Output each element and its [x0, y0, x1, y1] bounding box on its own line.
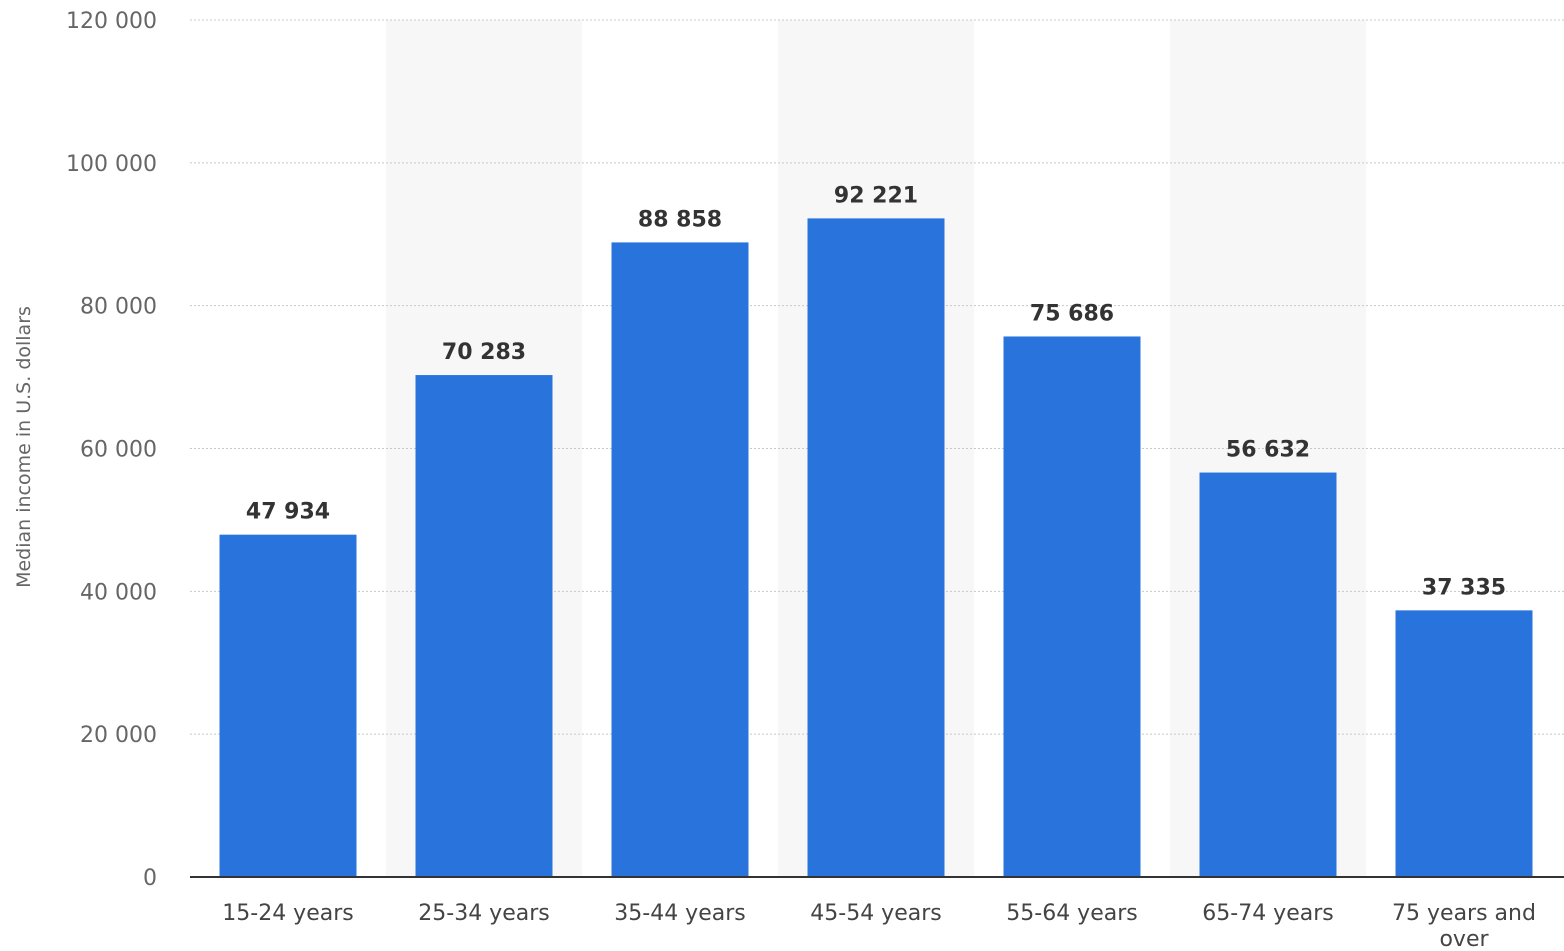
bar: [807, 218, 945, 877]
data-labels: 47 934 70 283 88 858 92 221 75 686 56 632 37 3…: [246, 183, 1506, 600]
x-tick-label: 35-44 years: [614, 901, 745, 926]
x-tick-label: 45-54 years: [810, 901, 941, 926]
y-tick-label: 120 000: [66, 9, 157, 34]
x-tick-label: over: [1439, 927, 1489, 951]
data-label: 75 686: [1030, 301, 1114, 326]
data-label: 56 632: [1226, 438, 1310, 463]
data-label: 37 335: [1422, 575, 1506, 600]
y-tick-label: 0: [143, 866, 157, 891]
bars: [219, 218, 1533, 878]
x-tick-label: 25-34 years: [418, 901, 549, 926]
x-tick-label: 55-64 years: [1006, 901, 1137, 926]
x-axis-labels: 15-24 years 25-34 years 35-44 years 45-54 y…: [222, 901, 1536, 951]
y-axis-ticks: 0 20 000 40 000 60 000 80 000 100 000 120 000: [66, 9, 157, 891]
y-tick-label: 40 000: [80, 580, 157, 605]
bar: [1003, 336, 1141, 877]
x-tick-label: 15-24 years: [222, 901, 353, 926]
bar: [415, 375, 553, 877]
bar: [219, 534, 357, 877]
data-label: 88 858: [638, 207, 722, 232]
data-label: 47 934: [246, 500, 330, 525]
y-tick-label: 20 000: [80, 723, 157, 748]
bar: [611, 242, 749, 878]
data-label: 92 221: [834, 183, 918, 208]
y-tick-label: 80 000: [80, 295, 157, 320]
bar: [1199, 472, 1337, 877]
data-label: 70 283: [442, 340, 526, 365]
bar: [1395, 610, 1533, 877]
x-tick-label: 65-74 years: [1202, 901, 1333, 926]
y-tick-label: 60 000: [80, 438, 157, 463]
y-tick-label: 100 000: [66, 152, 157, 177]
y-axis-title: Median income in U.S. dollars: [13, 306, 35, 588]
x-tick-label: 75 years and: [1392, 901, 1536, 926]
